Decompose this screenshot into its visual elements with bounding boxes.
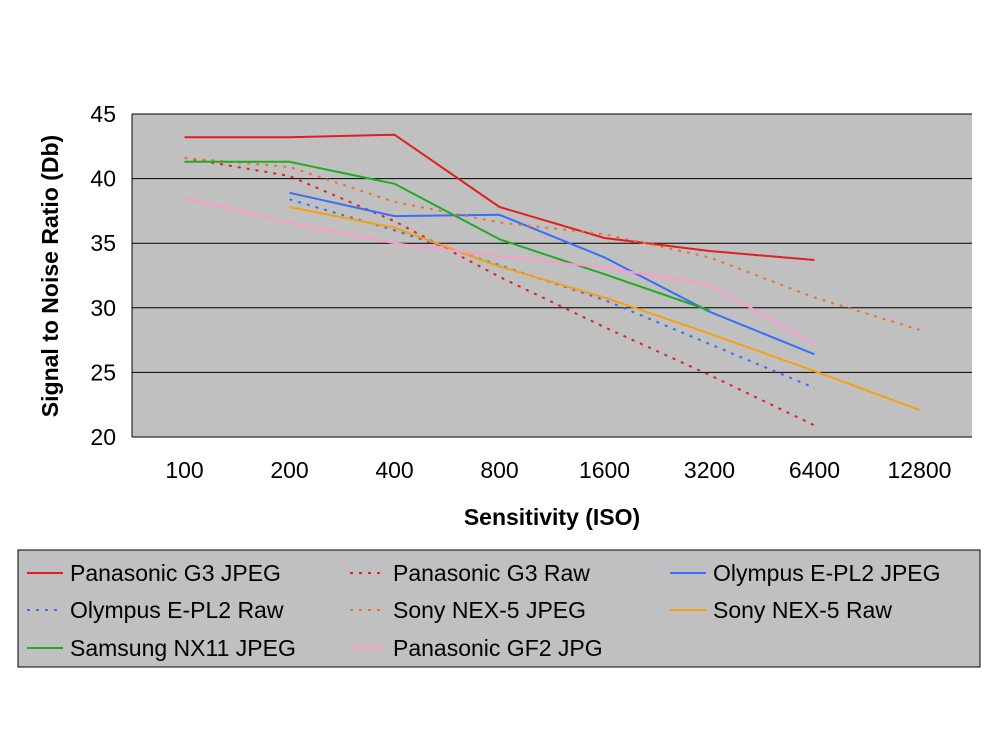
legend-label: Panasonic G3 Raw	[393, 560, 590, 586]
y-tick-label: 30	[90, 295, 116, 321]
x-tick-label: 200	[270, 457, 308, 483]
x-tick-label: 1600	[579, 457, 630, 483]
x-axis-title: Sensitivity (ISO)	[464, 504, 640, 530]
legend-label: Samsung NX11 JPEG	[70, 635, 296, 661]
legend-label: Panasonic GF2 JPG	[393, 635, 603, 661]
series-line-samsung-nx11-jpeg	[184, 160, 710, 312]
y-axis-title: Signal to Noise Ratio (Db)	[37, 135, 63, 417]
series-line-sony-nex-5-raw	[289, 206, 920, 411]
legend-label: Sony NEX-5 Raw	[713, 597, 892, 623]
series-line-olympus-e-pl2-jpeg	[289, 191, 815, 356]
series-line-panasonic-gf2-jpg	[184, 197, 815, 345]
x-tick-label: 3200	[684, 457, 735, 483]
y-tick-label: 20	[90, 424, 116, 450]
y-tick-labels: 20 25 30 35 40 45	[90, 101, 116, 450]
series-line-panasonic-g3-jpeg	[184, 133, 815, 261]
legend-label: Sony NEX-5 JPEG	[393, 597, 586, 623]
x-tick-label: 400	[375, 457, 413, 483]
x-tick-label: 100	[165, 457, 203, 483]
legend-label: Olympus E-PL2 JPEG	[713, 560, 941, 586]
x-tick-label: 12800	[888, 457, 952, 483]
gridlines	[132, 113, 972, 373]
y-tick-label: 45	[90, 101, 116, 127]
legend-label: Panasonic G3 JPEG	[70, 560, 281, 586]
legend-items: Panasonic G3 JPEG Panasonic G3 Raw Olympus…	[27, 560, 941, 661]
x-tick-label: 6400	[789, 457, 840, 483]
series-lines	[184, 133, 920, 427]
plot-area	[132, 114, 972, 437]
y-tick-label: 40	[90, 166, 116, 192]
y-tick-label: 25	[90, 359, 116, 385]
x-tick-label: 800	[480, 457, 518, 483]
legend-label: Olympus E-PL2 Raw	[70, 597, 284, 623]
legend	[17, 549, 981, 668]
x-tick-labels: 100 200 400 800 1600 3200 6400 12800	[165, 457, 951, 483]
y-tick-label: 35	[90, 230, 116, 256]
